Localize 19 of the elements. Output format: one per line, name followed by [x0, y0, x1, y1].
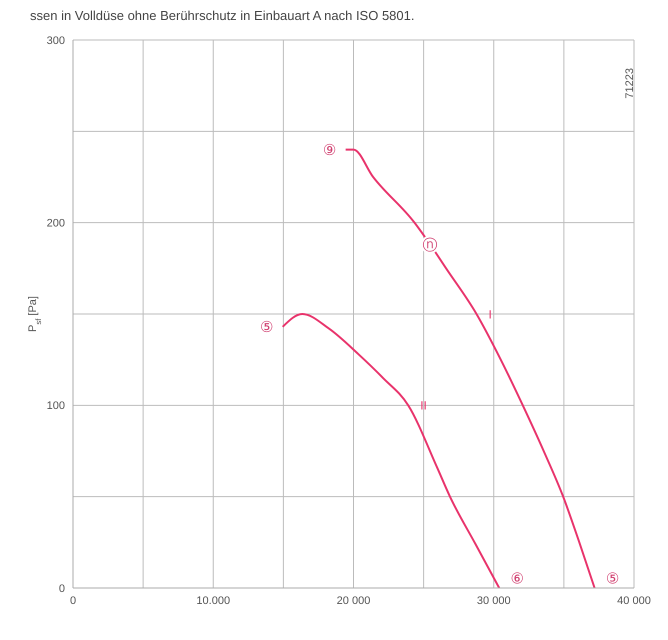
line-series — [344, 148, 596, 588]
x-tick-label: 30 000 — [476, 594, 511, 607]
series-label: I — [488, 307, 492, 322]
line-series — [282, 313, 500, 588]
series-label: II — [420, 398, 427, 413]
x-tick-label: 20 000 — [336, 594, 370, 607]
annotation: 71223 — [624, 68, 636, 99]
chart-title: ssen in Volldüse ohne Berührschutz in Einbauart A nach ISO 5801. — [30, 8, 416, 25]
y-tick-label: 300 — [46, 34, 65, 47]
x-tick-label: 10.000 — [196, 594, 230, 607]
x-tick-label: 0 — [70, 594, 76, 607]
annotation: ⑤ — [260, 318, 274, 336]
x-tick-label: 40 000 — [617, 594, 651, 607]
y-tick-label: 100 — [46, 400, 65, 412]
y-tick-label: 200 — [46, 218, 65, 230]
annotation: ⑤ — [606, 569, 620, 588]
annotation: ⑥ — [510, 569, 524, 588]
annotation: ⑨ — [322, 140, 336, 159]
y-tick-label: 0 — [58, 582, 65, 595]
